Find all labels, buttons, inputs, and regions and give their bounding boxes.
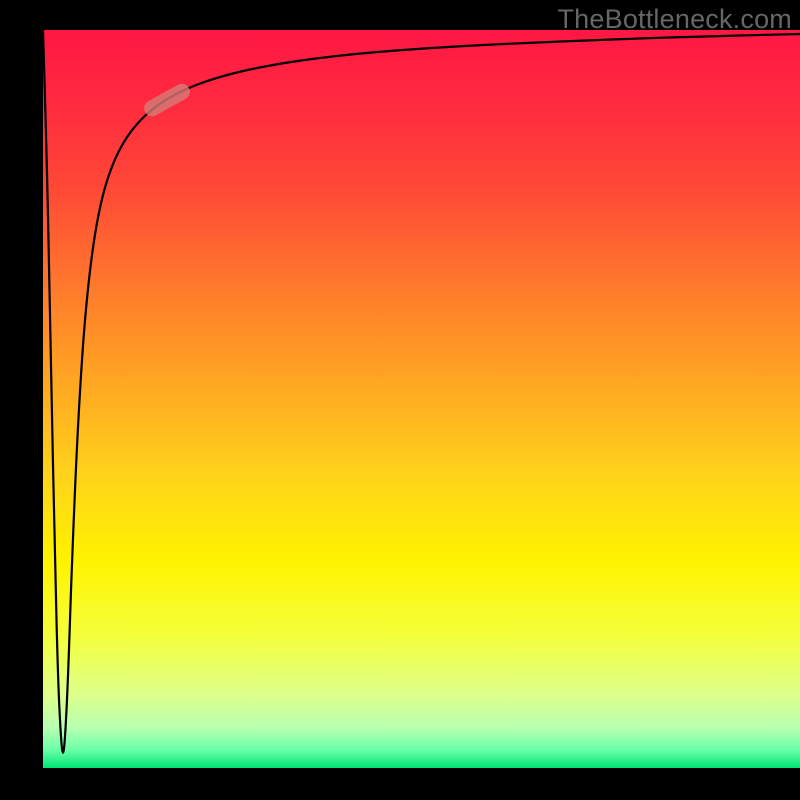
chart-canvas: TheBottleneck.com [0, 0, 800, 800]
bottleneck-curve [0, 0, 800, 800]
curve-path [43, 30, 800, 753]
watermark-text: TheBottleneck.com [557, 4, 792, 35]
